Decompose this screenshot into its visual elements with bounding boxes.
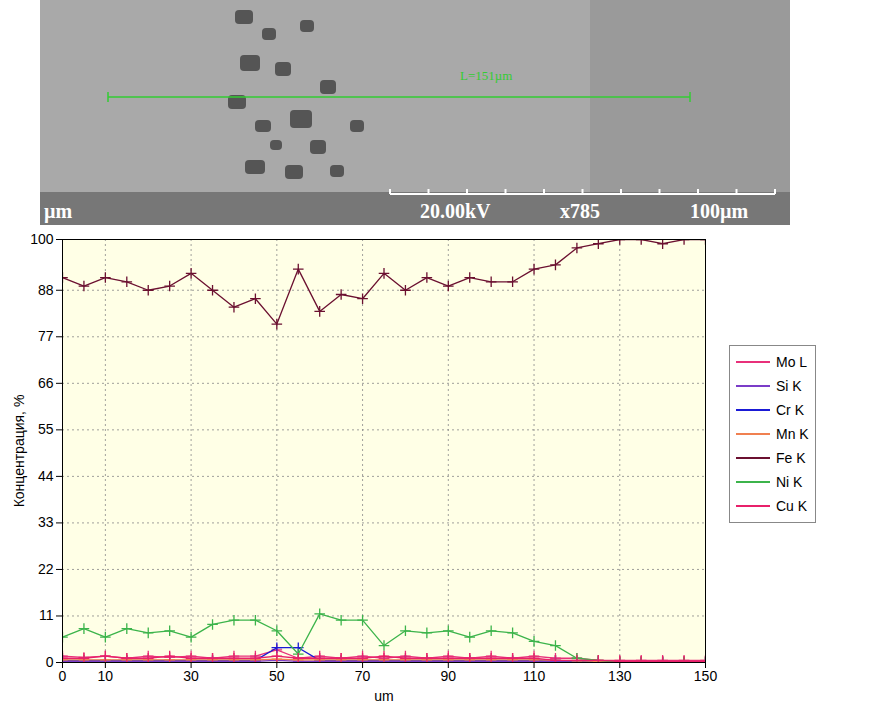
html-text:Mn K: Mn K [776,426,809,442]
svg-text:33: 33 [38,514,54,530]
svg-text:150: 150 [694,668,718,684]
html-text:Cr K: Cr K [776,402,804,418]
svg-text:10: 10 [98,668,114,684]
svg-text:90: 90 [441,668,457,684]
svg-text:70: 70 [355,668,371,684]
svg-text:um: um [374,688,393,704]
svg-text:110: 110 [523,668,546,684]
svg-text:0: 0 [59,668,67,684]
svg-text:22: 22 [38,561,54,577]
svg-text:77: 77 [38,328,54,344]
svg-text:x785: x785 [560,200,600,222]
html-text:Fe K: Fe K [776,450,806,466]
svg-text:100µm: 100µm [690,200,749,223]
svg-text:µm: µm [44,200,73,223]
svg-text:44: 44 [38,468,54,484]
html-text:Mo L: Mo L [776,354,808,370]
html-text:Cu K: Cu K [776,498,808,514]
html-text:Si K: Si K [776,378,802,394]
svg-text:20.00kV: 20.00kV [420,200,491,222]
svg-text:100: 100 [30,231,54,247]
svg-text:11: 11 [39,607,54,623]
svg-text:50: 50 [269,668,285,684]
svg-text:L=151µm: L=151µm [460,68,512,83]
svg-text:Концентрация, %: Концентрация, % [11,395,27,508]
svg-text:66: 66 [38,375,54,391]
svg-text:0: 0 [46,654,54,670]
svg-text:88: 88 [38,282,54,298]
svg-text:130: 130 [608,668,632,684]
svg-text:55: 55 [38,421,54,437]
svg-text:30: 30 [183,668,199,684]
html-text:Ni K: Ni K [776,474,803,490]
